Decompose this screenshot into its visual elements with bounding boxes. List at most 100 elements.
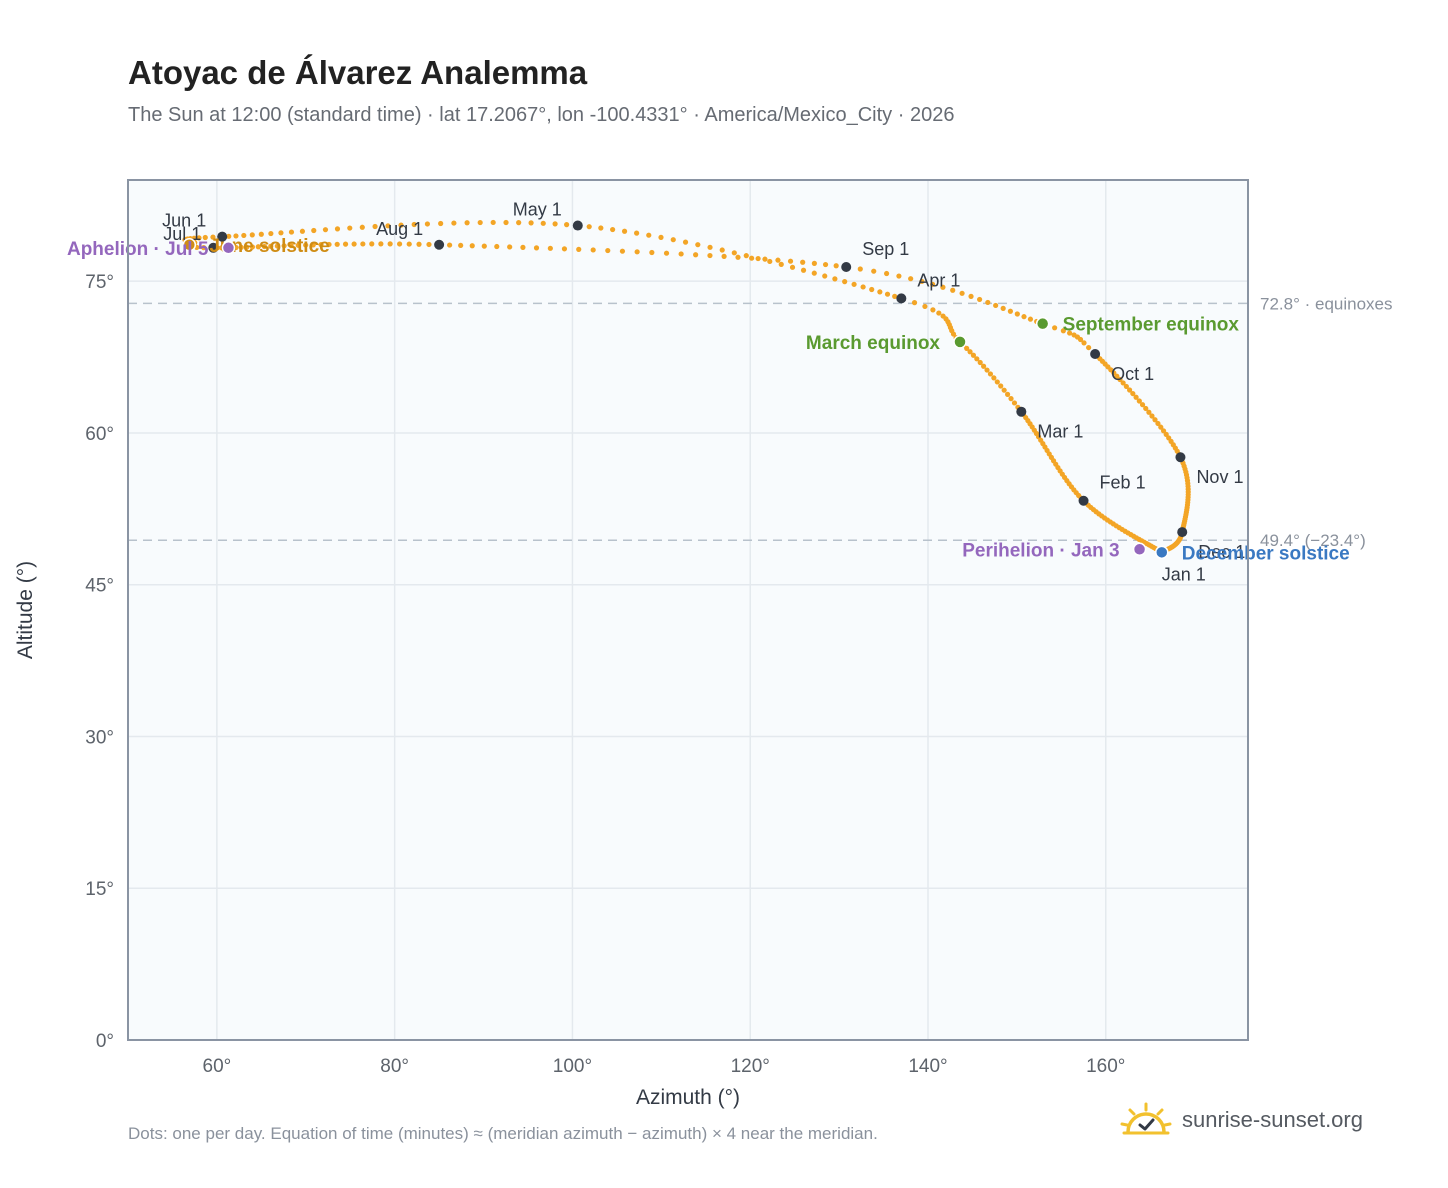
day-point (411, 221, 417, 228)
day-point (310, 242, 316, 248)
month-label: Feb 1 (1100, 473, 1146, 493)
day-point (974, 356, 980, 362)
month-label: May 1 (513, 200, 562, 220)
day-point (789, 264, 796, 270)
plot-frame (127, 179, 1249, 1041)
day-point (634, 249, 640, 255)
day-point (1149, 413, 1155, 419)
day-point (1155, 420, 1161, 427)
day-point (1123, 383, 1129, 390)
y-tick-label: 0° (96, 1031, 114, 1052)
day-point (533, 245, 540, 251)
day-point (590, 247, 596, 253)
day-point (528, 220, 534, 226)
day-point (426, 241, 432, 248)
day-point (678, 251, 684, 257)
day-point (303, 242, 309, 248)
day-point (775, 257, 781, 263)
day-point (707, 244, 713, 250)
day-point (610, 226, 616, 233)
day-point (682, 239, 689, 245)
special-point-label: Aphelion · Jul 5 (67, 239, 209, 260)
day-point (1021, 314, 1027, 320)
day-point (311, 227, 317, 234)
y-axis-label: Altitude (°) (14, 561, 37, 659)
day-point (967, 349, 973, 355)
day-point (261, 243, 268, 250)
day-point (503, 219, 509, 226)
day-point (908, 276, 914, 282)
month-marker (1016, 406, 1027, 417)
day-point (1160, 428, 1167, 434)
day-point (767, 258, 773, 265)
day-point (494, 243, 500, 250)
day-point (1086, 344, 1092, 351)
day-point (490, 219, 496, 226)
day-point (334, 241, 340, 247)
day-point (896, 273, 902, 279)
day-point (564, 222, 570, 228)
month-label: Oct 1 (1111, 364, 1154, 384)
day-point (977, 359, 983, 366)
day-point (693, 252, 699, 258)
day-point (1130, 390, 1136, 397)
axis-ticks: 60° 80° 100° 120° 140° 160° 0° 15° 30° 45° 60° 75° (85, 272, 1125, 1077)
day-point (1143, 405, 1149, 412)
day-point (649, 249, 655, 256)
day-point (397, 241, 403, 247)
day-point (516, 220, 522, 226)
day-point (295, 242, 301, 248)
day-point (438, 220, 444, 227)
day-point (1004, 391, 1011, 397)
day-point (360, 241, 366, 247)
brand[interactable]: sunrise-sunset.org (1120, 1102, 1363, 1138)
y-tick-label: 60° (85, 424, 114, 445)
x-axis-label: Azimuth (°) (636, 1086, 740, 1109)
month-label: Dec 1 (1198, 542, 1245, 562)
day-point (1060, 328, 1066, 334)
day-point (605, 247, 611, 254)
day-point (731, 250, 737, 256)
day-point (869, 286, 875, 293)
day-point (477, 219, 483, 226)
reference-line-label: 49.4° (−23.4°) (1260, 531, 1366, 550)
day-point (735, 254, 741, 260)
day-point (822, 273, 828, 279)
day-point (743, 253, 749, 259)
day-point (851, 281, 857, 287)
day-point (552, 221, 558, 227)
special-point-label: Perihelion · Jan 3 (962, 540, 1119, 561)
day-point (993, 302, 999, 309)
day-point (598, 225, 604, 231)
sun-check-icon (1120, 1102, 1172, 1135)
day-point (458, 242, 464, 249)
day-point (1117, 376, 1123, 383)
day-point (322, 227, 329, 233)
day-point (288, 242, 294, 249)
day-point (1081, 340, 1087, 346)
day-point (787, 258, 794, 264)
day-point (196, 235, 202, 241)
brand-text: sunrise-sunset.org (1182, 1107, 1363, 1132)
day-point (984, 367, 990, 373)
day-point (892, 293, 898, 299)
month-marker (208, 242, 219, 253)
day-point (755, 255, 761, 262)
day-point (201, 245, 207, 251)
day-point (1000, 305, 1006, 311)
day-point (884, 270, 890, 277)
day-point (959, 290, 965, 296)
special-point (1035, 316, 1050, 331)
day-point (977, 296, 983, 303)
day-point (695, 242, 701, 248)
special-point (182, 238, 197, 252)
month-label: Nov 1 (1196, 467, 1243, 487)
day-point (1139, 402, 1146, 408)
day-point (210, 234, 216, 240)
day-point (811, 270, 817, 276)
day-point (268, 230, 274, 237)
special-point-label: December solstice (1182, 543, 1350, 564)
day-point (507, 244, 513, 250)
day-point (351, 241, 357, 247)
